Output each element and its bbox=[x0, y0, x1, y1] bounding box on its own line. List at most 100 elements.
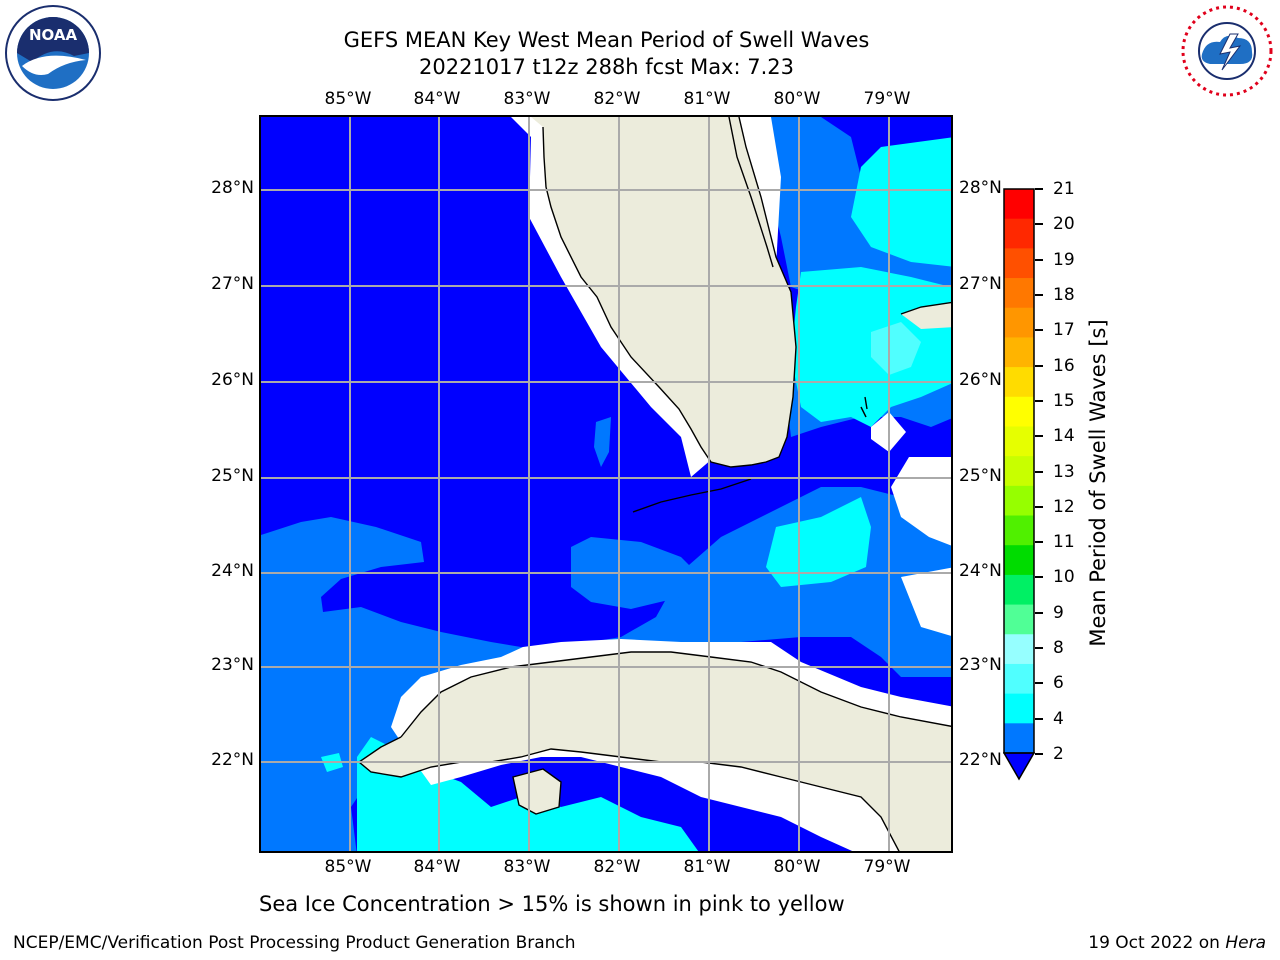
colorbar-segment bbox=[1004, 663, 1034, 695]
colorbar-segment bbox=[1004, 367, 1034, 398]
colorbar bbox=[1002, 188, 1036, 781]
colorbar-segment bbox=[1004, 218, 1034, 249]
lon-label-bottom: 80°W bbox=[773, 857, 821, 877]
lon-label-top: 83°W bbox=[503, 89, 551, 109]
colorbar-label: Mean Period of Swell Waves [s] bbox=[1086, 319, 1110, 647]
lon-label-top: 85°W bbox=[324, 89, 372, 109]
noaa-logo-text: NOAA bbox=[29, 26, 78, 44]
lon-label-top: 79°W bbox=[863, 89, 911, 109]
colorbar-segment bbox=[1004, 248, 1034, 279]
footer-host: Hera bbox=[1225, 933, 1266, 953]
lat-label-left: 23°N bbox=[211, 655, 254, 675]
swell-period-7-8-zone bbox=[871, 322, 921, 375]
colorbar-tick-mark bbox=[1035, 470, 1043, 473]
colorbar-tick-mark bbox=[1035, 329, 1043, 332]
plot-title: GEFS MEAN Key West Mean Period of Swell … bbox=[343, 28, 870, 52]
colorbar-segment bbox=[1004, 723, 1034, 754]
colorbar-segment bbox=[1004, 574, 1034, 606]
colorbar-segment bbox=[1004, 485, 1034, 517]
colorbar-segment bbox=[1004, 278, 1034, 309]
colorbar-segment bbox=[1004, 189, 1034, 220]
colorbar-segment bbox=[1004, 396, 1034, 427]
colorbar-tick-mark bbox=[1035, 505, 1043, 508]
coastlines bbox=[357, 117, 951, 851]
colorbar-tick-mark bbox=[1035, 682, 1043, 685]
colorbar-segment bbox=[1004, 515, 1034, 546]
colorbar-tick-mark bbox=[1035, 258, 1043, 261]
lon-label-bottom: 81°W bbox=[683, 857, 731, 877]
colorbar-tick-label: 9 bbox=[1053, 602, 1064, 623]
colorbar-tick-mark bbox=[1035, 647, 1043, 650]
lon-label-bottom: 85°W bbox=[324, 857, 372, 877]
lat-label-left: 28°N bbox=[211, 178, 254, 198]
colorbar-tick-label: 11 bbox=[1053, 532, 1075, 553]
lon-label-bottom: 83°W bbox=[503, 857, 551, 877]
colorbar-segment bbox=[1004, 545, 1034, 576]
colorbar-tick-label: 21 bbox=[1053, 179, 1075, 199]
colorbar-frame bbox=[1003, 188, 1035, 754]
colorbar-tick-label: 19 bbox=[1053, 249, 1075, 270]
colorbar-segment bbox=[1004, 307, 1034, 338]
colorbar-tick-label: 18 bbox=[1053, 284, 1075, 305]
footer-credit: NCEP/EMC/Verification Post Processing Pr… bbox=[13, 933, 576, 953]
colorbar-tick-label: 12 bbox=[1053, 496, 1075, 517]
lat-label-left: 26°N bbox=[211, 370, 254, 390]
colorbar-tick-mark bbox=[1035, 293, 1043, 296]
colorbar-under-arrow bbox=[1002, 752, 1036, 781]
lon-label-bottom: 82°W bbox=[593, 857, 641, 877]
map-panel bbox=[259, 115, 953, 853]
lat-label-left: 22°N bbox=[211, 750, 254, 770]
lat-label-right: 28°N bbox=[959, 178, 1002, 198]
lat-label-left: 25°N bbox=[211, 466, 254, 486]
colorbar-tick-mark bbox=[1035, 188, 1043, 190]
colorbar-segment bbox=[1004, 634, 1034, 665]
colorbar-segment bbox=[1004, 337, 1034, 368]
colorbar-tick-mark bbox=[1035, 223, 1043, 226]
land-masses bbox=[359, 117, 951, 851]
footer-date-text: 19 Oct 2022 on bbox=[1088, 933, 1226, 953]
colorbar-tick-label: 6 bbox=[1053, 673, 1064, 694]
lat-label-right: 24°N bbox=[959, 561, 1002, 581]
colorbar-tick-mark bbox=[1035, 717, 1043, 720]
colorbar-tick-mark bbox=[1035, 399, 1043, 402]
colorbar-tick-label: 14 bbox=[1053, 426, 1075, 447]
colorbar-tick-label: 8 bbox=[1053, 638, 1064, 659]
map-canvas bbox=[261, 117, 951, 851]
colorbar-tick-mark bbox=[1035, 753, 1043, 755]
sea-ice-note: Sea Ice Concentration > 15% is shown in … bbox=[259, 892, 845, 916]
colorbar-tick-label: 2 bbox=[1053, 744, 1064, 764]
colorbar-segment bbox=[1004, 693, 1034, 724]
colorbar-segment bbox=[1004, 426, 1034, 457]
lat-label-left: 24°N bbox=[211, 561, 254, 581]
colorbar-tick-mark bbox=[1035, 611, 1043, 614]
lat-label-right: 25°N bbox=[959, 466, 1002, 486]
lat-label-right: 22°N bbox=[959, 750, 1002, 770]
lon-label-bottom: 84°W bbox=[413, 857, 461, 877]
colorbar-tick-label: 13 bbox=[1053, 461, 1075, 482]
colorbar-tick-label: 15 bbox=[1053, 390, 1075, 411]
colorbar-tick-label: 20 bbox=[1053, 214, 1075, 235]
lat-label-right: 23°N bbox=[959, 655, 1002, 675]
colorbar-tick-mark bbox=[1035, 576, 1043, 579]
lon-label-top: 82°W bbox=[593, 89, 641, 109]
colorbar-tick-label: 16 bbox=[1053, 355, 1075, 376]
colorbar-tick-label: 4 bbox=[1053, 708, 1064, 729]
lon-label-top: 84°W bbox=[413, 89, 461, 109]
lon-label-bottom: 79°W bbox=[863, 857, 911, 877]
colorbar-tick-label: 10 bbox=[1053, 567, 1075, 588]
graticule bbox=[261, 117, 951, 851]
colorbar-tick-label: 17 bbox=[1053, 320, 1075, 341]
lat-label-left: 27°N bbox=[211, 274, 254, 294]
noaa-logo: NOAA bbox=[4, 4, 102, 102]
colorbar-tick-mark bbox=[1035, 435, 1043, 438]
lon-label-top: 80°W bbox=[773, 89, 821, 109]
colorbar-tick-mark bbox=[1035, 541, 1043, 544]
lon-label-top: 81°W bbox=[683, 89, 731, 109]
colorbar-tick-mark bbox=[1035, 364, 1043, 367]
colorbar-segment bbox=[1004, 604, 1034, 635]
plot-subtitle: 20221017 t12z 288h fcst Max: 7.23 bbox=[419, 55, 794, 79]
footer-date: 19 Oct 2022 on Hera bbox=[1088, 932, 1266, 954]
colorbar-segment bbox=[1004, 456, 1034, 487]
lat-label-right: 26°N bbox=[959, 370, 1002, 390]
nws-logo bbox=[1180, 4, 1274, 98]
